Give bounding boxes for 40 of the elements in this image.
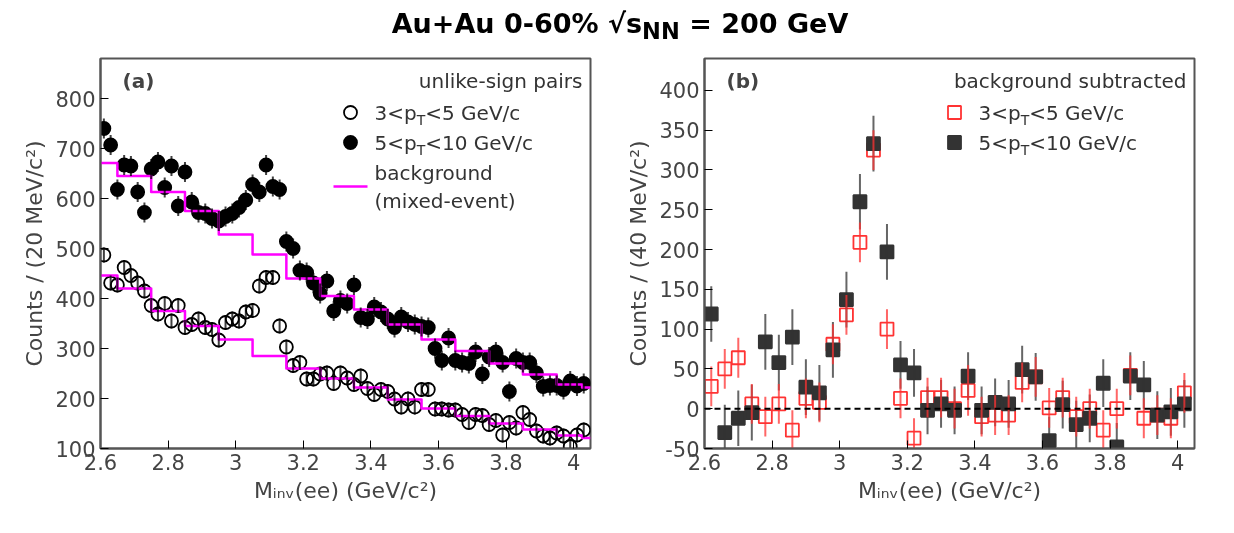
x-tick-label: 3.4 xyxy=(958,450,992,475)
y-axis-title: Counts / (20 MeV/c²) xyxy=(22,140,48,367)
x-tick-label: 4 xyxy=(1170,450,1185,475)
y-tick-label: 700 xyxy=(55,137,96,162)
y-tick-label: 300 xyxy=(659,158,700,183)
y-tick-label: 0 xyxy=(686,397,700,422)
y-tick-label: 500 xyxy=(55,237,96,262)
x-tick-label: 4 xyxy=(566,450,581,475)
x-tick-label: 2.8 xyxy=(755,450,789,475)
x-tick-label: 3.6 xyxy=(1025,450,1060,475)
y-tick-label: 800 xyxy=(55,87,96,112)
annotation: (b) xyxy=(726,68,760,93)
y-tick-label: 350 xyxy=(659,119,700,144)
x-tick-label: 3.8 xyxy=(489,450,523,475)
x-tick-label: 3 xyxy=(228,450,243,475)
x-tick-label: 2.8 xyxy=(151,450,185,475)
y-tick-label: 200 xyxy=(55,387,96,412)
chart-title: Au+Au 0-60% √s$_{NN}$ = 200 GeV xyxy=(391,7,849,47)
x-tick-label: 3.2 xyxy=(890,450,924,475)
x-tick-label: 3.4 xyxy=(354,450,388,475)
y-tick-label: 150 xyxy=(659,278,700,303)
y-tick-label: 600 xyxy=(55,187,96,212)
y-tick-label: 400 xyxy=(55,287,96,312)
legend-label: background (mixed-event) xyxy=(374,160,516,213)
legend-title: unlike-sign pairs xyxy=(418,68,583,93)
annotation: (a) xyxy=(122,68,155,93)
x-tick-label: 3 xyxy=(832,450,847,475)
x-tick-label: 3.2 xyxy=(286,450,320,475)
y-tick-label: 50 xyxy=(672,357,700,382)
y-tick-label: 200 xyxy=(659,238,700,263)
y-tick-label: 300 xyxy=(55,337,96,362)
x-tick-label: 3.6 xyxy=(421,450,456,475)
y-tick-label: 400 xyxy=(659,79,700,104)
y-tick-label: 100 xyxy=(659,318,700,343)
x-axis-title: Mᵢₙᵥ(ee) (GeV/c²) xyxy=(253,477,438,503)
x-tick-label: 3.8 xyxy=(1093,450,1127,475)
y-axis-title: Counts / (40 MeV/c²) xyxy=(626,140,652,367)
legend-title: background subtracted xyxy=(953,68,1187,93)
x-axis-title: Mᵢₙᵥ(ee) (GeV/c²) xyxy=(857,477,1042,503)
y-tick-label: 250 xyxy=(659,198,700,223)
